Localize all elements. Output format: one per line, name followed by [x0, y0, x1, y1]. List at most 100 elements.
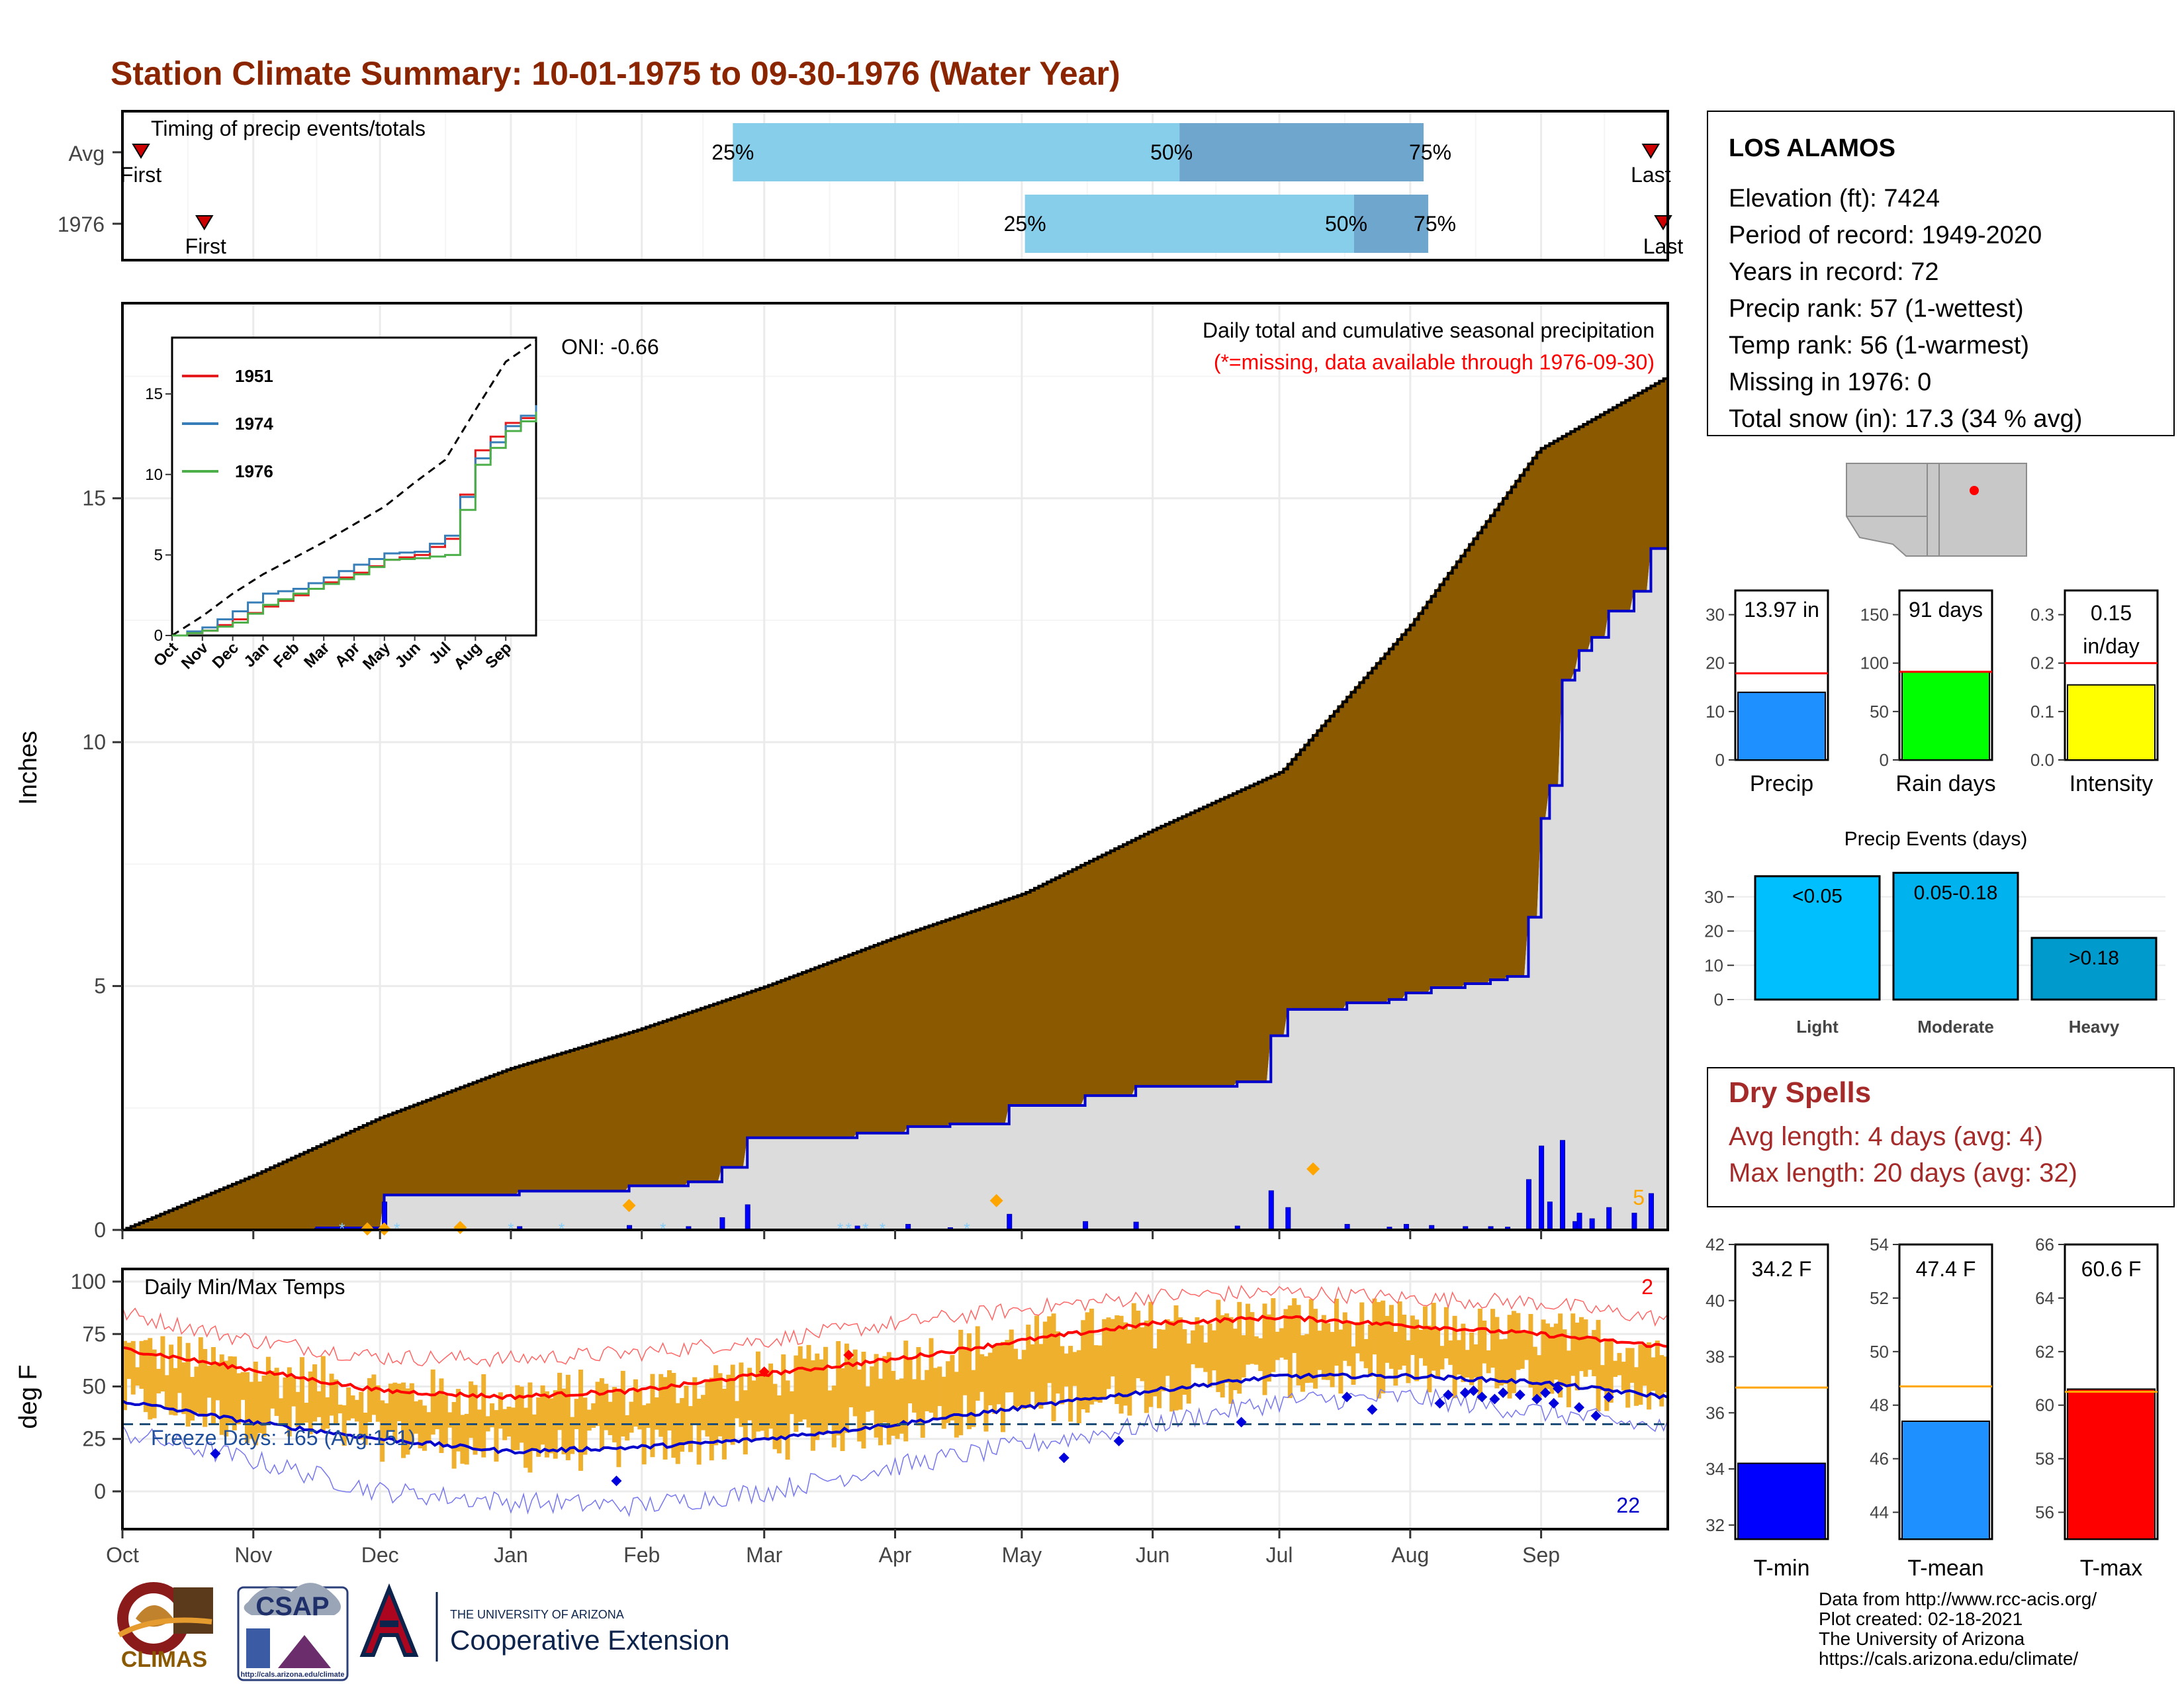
temp-y-tick-label: 100 — [71, 1270, 106, 1293]
daily-temp-range — [1089, 1308, 1094, 1405]
events-bar — [1892, 872, 2019, 1001]
daily-temp-range — [646, 1403, 651, 1429]
timing-q25-label: 25% — [711, 140, 754, 164]
daily-temp-range — [1469, 1333, 1475, 1385]
daily-temp-range — [1448, 1340, 1453, 1365]
daily-temp-range — [1613, 1360, 1618, 1378]
daily-temp-range — [156, 1368, 161, 1393]
daily-temp-range — [519, 1386, 524, 1443]
ua-small-text: THE UNIVERSITY OF ARIZONA — [450, 1608, 624, 1621]
station-name: LOS ALAMOS — [1729, 134, 1895, 162]
daily-temp-range — [1385, 1315, 1390, 1363]
daily-temp-range — [650, 1374, 655, 1458]
daily-temp-range — [1443, 1307, 1449, 1359]
daily-temp-range — [164, 1375, 169, 1410]
daily-temp-range — [912, 1379, 917, 1413]
daily-temp-range — [717, 1373, 723, 1436]
events-tick-label: 30 — [1704, 887, 1723, 907]
daily-temp-range — [185, 1342, 191, 1427]
daily-temp-range — [666, 1370, 672, 1430]
daily-temp-range — [819, 1359, 824, 1433]
daily-temp-range — [257, 1381, 263, 1433]
last-event-label: Last — [1631, 163, 1671, 187]
daily-temp-range — [1246, 1303, 1251, 1365]
daily-temp-range — [490, 1403, 495, 1428]
daily-temp-range — [473, 1385, 478, 1455]
precip-y-tick-label: 5 — [94, 974, 106, 998]
daily-temp-range — [954, 1372, 959, 1438]
daily-temp-range — [654, 1397, 659, 1430]
daily-temp-range — [1655, 1340, 1660, 1397]
daily-temp-range — [891, 1370, 896, 1436]
temp-bar-tick-label: 40 — [1706, 1291, 1725, 1311]
temp-high-count: 2 — [1641, 1275, 1653, 1299]
inset-legend-label: 1951 — [235, 366, 273, 386]
daily-temp-range — [1195, 1317, 1200, 1368]
events-tick-label: 0 — [1714, 990, 1723, 1009]
page-title: Station Climate Summary: 10-01-1975 to 0… — [111, 55, 1120, 92]
daily-temp-range — [701, 1395, 706, 1430]
daily-temp-range — [565, 1374, 570, 1460]
timing-row-avg-label: Avg — [68, 142, 105, 165]
daily-temp-range — [1617, 1352, 1622, 1376]
daily-temp-range — [975, 1326, 980, 1401]
timing-label: Timing of precip events/totals — [151, 117, 426, 140]
daily-temp-range — [1106, 1317, 1111, 1389]
daily-temp-range — [1388, 1305, 1394, 1369]
daily-temp-range — [874, 1354, 879, 1438]
daily-temp-range — [743, 1390, 748, 1455]
daily-temp-range — [662, 1377, 668, 1460]
temp-x-tick-label: Aug — [1391, 1543, 1429, 1567]
daily-temp-range — [291, 1376, 296, 1407]
daily-temp-range — [1034, 1315, 1040, 1407]
mini-bar-value-label: 91 days — [1909, 598, 1983, 622]
daily-temp-range — [1232, 1329, 1238, 1391]
daily-temp-range — [422, 1405, 427, 1451]
daily-temp-range — [1326, 1323, 1331, 1380]
record-low-marker — [1058, 1452, 1069, 1464]
inset-legend-label: 1976 — [235, 461, 273, 481]
daily-precip-bar — [1285, 1207, 1291, 1231]
daily-temp-range — [608, 1401, 613, 1436]
station-info: LOS ALAMOS Elevation (ft): 7424 Period of… — [1707, 111, 2175, 436]
daily-temp-range — [173, 1368, 178, 1416]
temp-x-tick-label: Feb — [623, 1543, 660, 1567]
first-event-marker — [132, 144, 150, 159]
daily-temp-range — [1021, 1350, 1026, 1409]
daily-temp-range — [527, 1382, 533, 1473]
daily-precip-bar — [719, 1217, 725, 1231]
daily-temp-range — [139, 1340, 144, 1389]
daily-temp-range — [772, 1383, 778, 1450]
daily-temp-range — [341, 1405, 347, 1446]
timing-q25-label: 25% — [1004, 212, 1046, 236]
daily-temp-range — [1165, 1319, 1170, 1376]
precip-events-chart: Precip Events (days) 0 10 20 30 <0.05 Light 0.… — [1704, 828, 2165, 1037]
daily-temp-range — [210, 1346, 216, 1425]
events-category-label: Heavy — [2069, 1017, 2120, 1037]
daily-precip-bar — [1631, 1213, 1637, 1231]
avg-cumulative-line — [122, 376, 1669, 1231]
daily-temp-range — [1081, 1320, 1086, 1410]
precip-events-title: Precip Events (days) — [1844, 828, 2028, 850]
record-low-marker — [1367, 1404, 1378, 1415]
dry-spells-max: Max length: 20 days (avg: 32) — [1729, 1158, 2077, 1188]
precip-y-tick-label: 15 — [82, 487, 106, 510]
daily-temp-range — [929, 1338, 934, 1413]
daily-temp-range — [1283, 1309, 1289, 1360]
record-low-marker — [1603, 1391, 1614, 1403]
events-bar — [2030, 937, 2158, 1001]
precip-y-axis-label: Inches — [15, 731, 42, 805]
inset-avg-line — [171, 340, 537, 637]
daily-temp-range — [629, 1401, 634, 1433]
timing-bar-q25-q50 — [733, 123, 1180, 181]
daily-temp-range — [1541, 1319, 1546, 1392]
temp-bar-tick-label: 62 — [2035, 1342, 2054, 1362]
record-low-marker — [1113, 1435, 1124, 1446]
timing-q75-label: 75% — [1414, 212, 1456, 236]
daily-temp-range — [1317, 1331, 1322, 1370]
timing-bar-q50-q75 — [1179, 123, 1424, 181]
mini-bar-tick-label: 100 — [1860, 653, 1889, 673]
daily-temp-range — [143, 1340, 148, 1413]
temp-bar-tick-label: 64 — [2035, 1288, 2054, 1308]
locator-map — [1843, 459, 2032, 565]
